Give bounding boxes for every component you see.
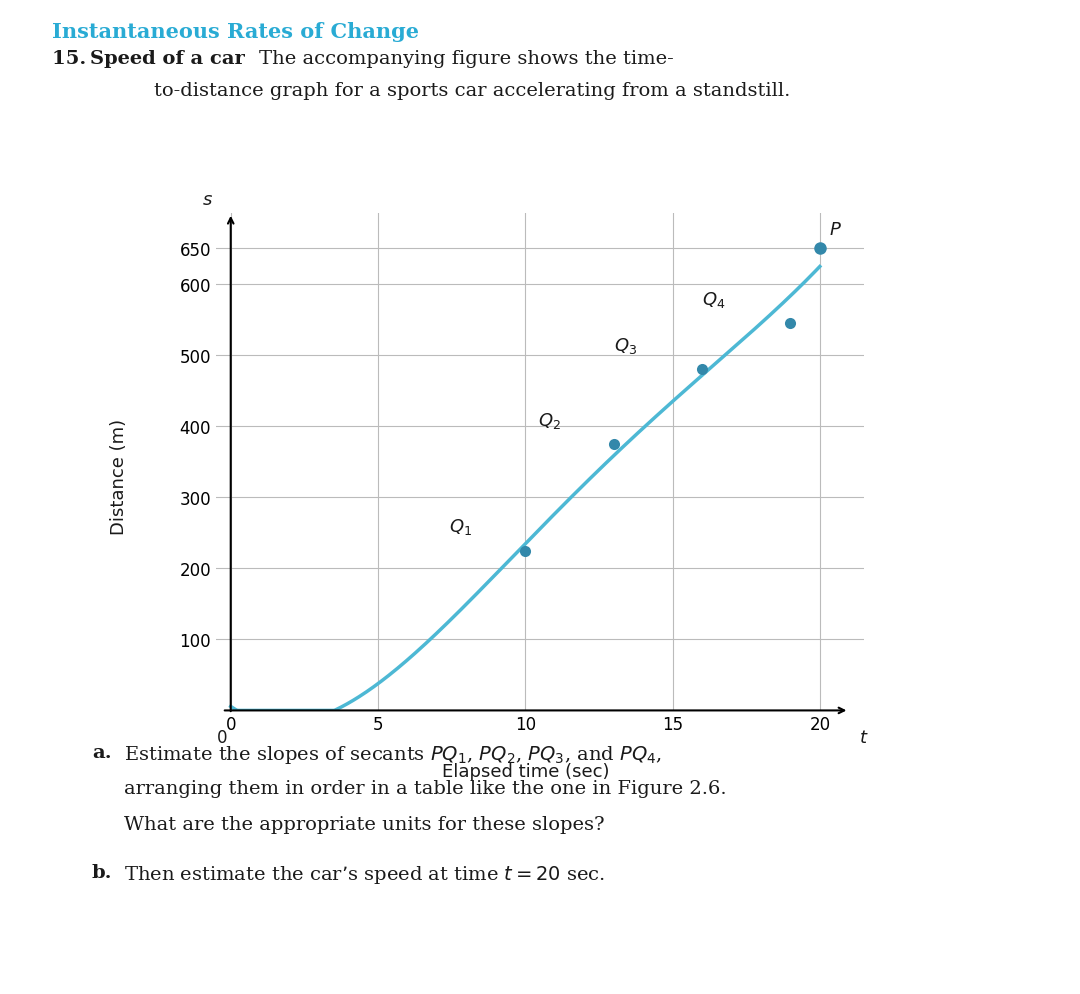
Text: a.: a.: [92, 744, 111, 761]
Text: arranging them in order in a table like the one in Figure 2.6.: arranging them in order in a table like …: [124, 779, 727, 797]
Text: The accompanying figure shows the time-: The accompanying figure shows the time-: [259, 50, 674, 68]
Text: Instantaneous Rates of Change: Instantaneous Rates of Change: [52, 22, 419, 42]
Text: 15.: 15.: [52, 50, 93, 68]
Text: $Q_1$: $Q_1$: [449, 517, 472, 537]
Text: $Q_4$: $Q_4$: [702, 289, 726, 309]
Text: $P$: $P$: [828, 221, 841, 239]
Text: Elapsed time (sec): Elapsed time (sec): [442, 762, 609, 780]
Text: Then estimate the car’s speed at time $t = 20$ sec.: Then estimate the car’s speed at time $t…: [124, 863, 606, 885]
Text: What are the appropriate units for these slopes?: What are the appropriate units for these…: [124, 815, 605, 833]
Text: b.: b.: [92, 863, 112, 881]
Text: $Q_2$: $Q_2$: [538, 411, 561, 430]
Text: Estimate the slopes of secants $PQ_1$, $PQ_2$, $PQ_3$, and $PQ_4$,: Estimate the slopes of secants $PQ_1$, $…: [124, 744, 662, 765]
Text: $s$: $s$: [202, 191, 213, 209]
Text: Speed of a car: Speed of a car: [90, 50, 244, 68]
Text: to-distance graph for a sports car accelerating from a standstill.: to-distance graph for a sports car accel…: [154, 82, 791, 99]
Text: 0: 0: [217, 729, 227, 746]
Text: Distance (m): Distance (m): [110, 418, 127, 535]
Text: $t$: $t$: [860, 729, 868, 746]
Text: $Q_3$: $Q_3$: [615, 336, 637, 356]
